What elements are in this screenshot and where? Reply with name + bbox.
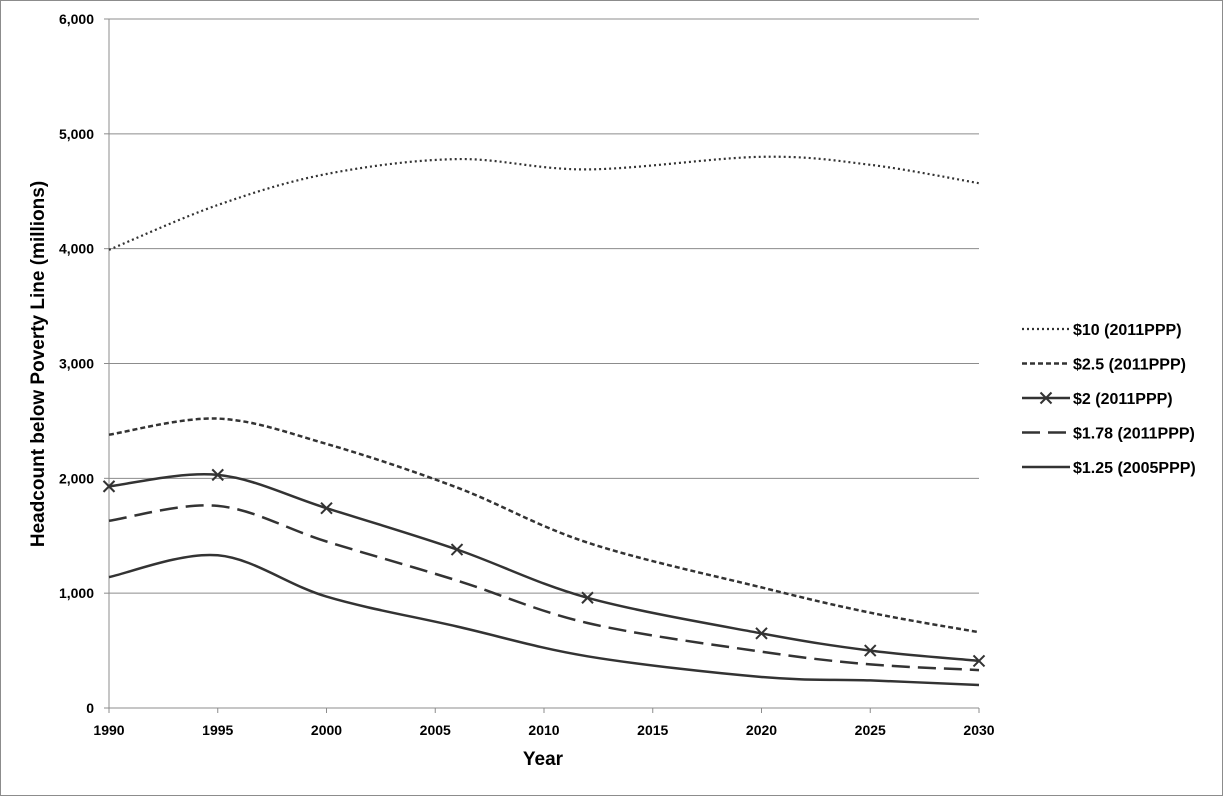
legend-label: $2.5 (2011PPP): [1073, 357, 1186, 374]
x-tick-label: 2005: [420, 722, 451, 738]
x-tick-label: 2020: [746, 722, 777, 738]
x-tick-label: 2030: [963, 722, 994, 738]
data-point-2-2011ppp: [755, 627, 768, 640]
series-lines: [102, 155, 986, 687]
data-point-2-2011ppp: [102, 480, 116, 493]
x-tick-label: 1990: [93, 722, 124, 738]
y-tick-label: 3,000: [59, 356, 94, 372]
data-point-2-2011ppp: [864, 644, 877, 657]
gridlines: [109, 18, 979, 594]
legend-label: $1.25 (2005PPP): [1073, 460, 1196, 477]
data-point-2-2011ppp: [450, 543, 464, 556]
legend-label: $2 (2011PPP): [1073, 391, 1173, 408]
data-point-2-2011ppp: [972, 654, 986, 668]
x-tick-label: 2010: [528, 722, 559, 738]
y-tick-label: 1,000: [59, 585, 94, 601]
y-axis-title: Headcount below Poverty Line (millions): [28, 181, 49, 547]
legend: $10 (2011PPP) $2.5 (2011PPP) $2 (2011PPP) $…: [1022, 322, 1196, 477]
data-point-2-2011ppp: [581, 591, 594, 604]
y-tick-label: 0: [86, 700, 94, 716]
series-line-2-2011ppp: [108, 473, 980, 663]
legend-label: $1.78 (2011PPP): [1073, 426, 1195, 443]
x-tick-label: 2015: [637, 722, 668, 738]
legend-label: $10 (2011PPP): [1073, 322, 1182, 339]
y-axis-ticks: 0 1,000 2,000 3,000 4,000 5,000 6,000: [59, 11, 109, 716]
y-tick-label: 6,000: [59, 11, 94, 27]
y-tick-label: 4,000: [59, 241, 94, 257]
x-axis-title: Year: [523, 749, 564, 770]
series-line-1-78-2011ppp: [108, 504, 980, 672]
series-line-1-25-2005ppp: [108, 553, 980, 687]
series-line-10-2011ppp: [108, 155, 980, 251]
x-tick-label: 2025: [855, 722, 886, 738]
x-axis-ticks: 1990 1995 2000 2005 2010 2015 2020 2025 2030: [93, 708, 995, 738]
data-point-2-2011ppp: [320, 501, 333, 515]
x-tick-label: 1995: [202, 722, 233, 738]
y-tick-label: 5,000: [59, 126, 94, 142]
series-line-2-5-2011ppp: [108, 417, 980, 634]
y-tick-label: 2,000: [59, 470, 94, 486]
legend-marker: [1039, 391, 1053, 405]
data-point-2-2011ppp: [211, 468, 224, 482]
x-tick-label: 2000: [311, 722, 342, 738]
